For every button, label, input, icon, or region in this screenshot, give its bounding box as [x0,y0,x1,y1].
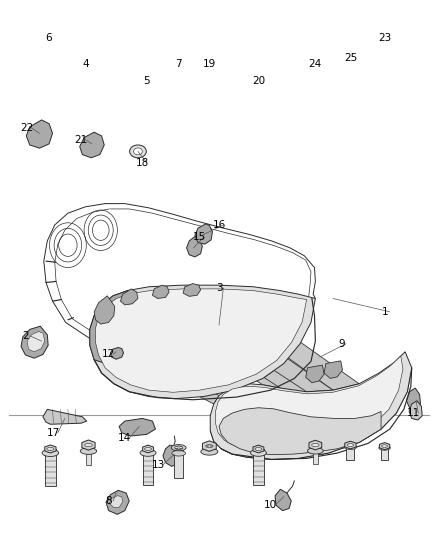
Text: 1: 1 [382,307,389,317]
Text: 7: 7 [175,59,182,69]
Text: 6: 6 [46,34,53,43]
Polygon shape [202,441,216,451]
Polygon shape [209,322,333,392]
Polygon shape [90,290,128,365]
Ellipse shape [347,443,353,447]
Ellipse shape [381,445,388,447]
Polygon shape [26,120,53,148]
Bar [143,449,153,484]
Ellipse shape [140,449,156,456]
Text: 24: 24 [309,59,322,69]
Text: 19: 19 [203,59,216,69]
Ellipse shape [307,448,323,454]
Ellipse shape [251,449,266,456]
Polygon shape [215,356,403,451]
Bar [313,451,318,464]
Text: 21: 21 [74,135,88,144]
Ellipse shape [312,443,319,447]
Polygon shape [195,224,212,244]
Polygon shape [210,368,412,459]
Text: 12: 12 [102,350,115,359]
Text: 2: 2 [22,331,29,341]
Text: 16: 16 [212,220,226,230]
Polygon shape [219,408,381,455]
Ellipse shape [145,448,152,450]
Text: 22: 22 [21,123,34,133]
Polygon shape [43,409,87,424]
Text: 20: 20 [252,76,265,86]
Polygon shape [275,489,291,511]
Text: 9: 9 [338,339,345,349]
Bar [45,449,56,486]
Bar [86,452,91,465]
Polygon shape [236,316,359,390]
Polygon shape [106,490,129,514]
Polygon shape [129,333,239,386]
Polygon shape [309,440,322,450]
Ellipse shape [201,448,218,455]
Ellipse shape [379,446,390,450]
Polygon shape [119,418,155,436]
Polygon shape [345,441,356,449]
Text: 23: 23 [378,34,391,43]
Ellipse shape [134,148,142,155]
Polygon shape [409,401,422,420]
Polygon shape [114,344,219,404]
Ellipse shape [130,145,146,158]
Text: 18: 18 [136,158,149,167]
Ellipse shape [47,447,54,450]
Ellipse shape [171,445,186,451]
Polygon shape [80,132,104,158]
Ellipse shape [42,449,59,456]
Polygon shape [120,289,138,305]
Polygon shape [152,285,169,298]
Text: 10: 10 [264,500,277,510]
Polygon shape [110,496,123,507]
Bar [381,447,388,460]
Text: 13: 13 [152,460,165,470]
Ellipse shape [344,445,357,449]
Polygon shape [95,289,307,392]
Ellipse shape [85,443,92,447]
Polygon shape [253,445,264,453]
Ellipse shape [80,448,97,454]
Bar [346,446,354,461]
Polygon shape [110,348,124,359]
Polygon shape [82,440,95,450]
Polygon shape [90,285,315,399]
Text: 17: 17 [47,428,60,438]
Polygon shape [183,284,201,296]
Polygon shape [379,442,390,450]
Polygon shape [324,361,343,378]
Polygon shape [143,445,153,453]
Polygon shape [166,325,280,388]
Text: 25: 25 [344,53,357,62]
Polygon shape [187,236,202,257]
Polygon shape [263,364,381,442]
Polygon shape [163,445,180,466]
Text: 11: 11 [407,408,420,418]
Ellipse shape [255,448,262,450]
Text: 15: 15 [193,232,206,242]
Polygon shape [45,445,56,453]
Bar [253,449,264,484]
Ellipse shape [206,445,213,448]
Text: 4: 4 [82,59,89,69]
Text: 3: 3 [215,283,223,293]
Bar [174,450,183,478]
Text: 5: 5 [143,76,150,86]
Polygon shape [94,296,115,324]
Text: 8: 8 [105,496,112,506]
Polygon shape [406,388,420,409]
Ellipse shape [172,450,186,456]
Polygon shape [21,326,48,358]
Polygon shape [210,352,412,459]
Text: 14: 14 [118,433,131,443]
Polygon shape [27,332,45,352]
Polygon shape [306,365,324,383]
Ellipse shape [175,446,183,449]
